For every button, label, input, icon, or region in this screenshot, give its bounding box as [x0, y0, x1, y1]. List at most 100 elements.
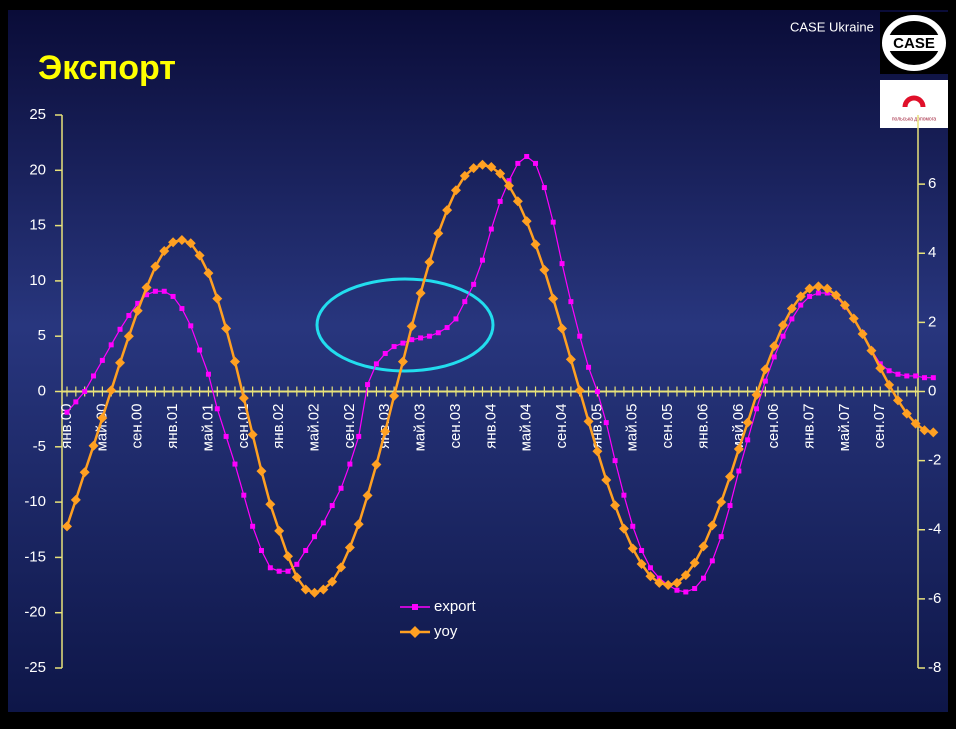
square-marker: [488, 226, 494, 232]
diamond-marker: [592, 446, 603, 457]
y-tick-label: 5: [38, 327, 46, 344]
square-marker: [506, 178, 512, 184]
diamond-marker: [548, 293, 559, 304]
legend: export yoy: [400, 598, 477, 640]
x-tick-label: сен.02: [341, 404, 358, 449]
diamond-marker: [115, 357, 126, 368]
square-marker: [718, 534, 724, 540]
x-tick-label: май.05: [624, 404, 641, 452]
diamond-marker: [884, 379, 895, 390]
diamond-marker: [442, 205, 453, 216]
diamond-marker: [733, 444, 744, 455]
square-marker: [117, 326, 123, 332]
case-logo: CASE: [880, 12, 948, 74]
diamond-marker: [433, 228, 444, 239]
square-marker: [904, 373, 910, 379]
diamond-marker: [168, 237, 179, 248]
diamond-marker: [141, 282, 152, 293]
square-marker: [639, 547, 645, 553]
square-marker: [621, 492, 627, 498]
diamond-marker: [247, 429, 258, 440]
diamond-marker: [742, 417, 753, 428]
square-marker: [320, 520, 326, 526]
diamond-marker: [574, 385, 585, 396]
x-tick-label: май.01: [199, 404, 216, 452]
y2-tick-label: -6: [928, 590, 941, 607]
diamond-marker: [468, 163, 479, 174]
diamond-marker: [495, 168, 506, 179]
diamond-marker: [786, 303, 797, 314]
diamond-marker: [892, 395, 903, 406]
x-tick-label: сен.04: [553, 404, 570, 449]
diamond-marker: [760, 364, 771, 375]
square-marker: [294, 561, 300, 567]
square-marker: [541, 185, 547, 191]
square-marker: [568, 299, 574, 305]
logo-text: CASE: [893, 35, 935, 52]
logo2-text: польська допомога: [892, 116, 937, 122]
y-tick-label: -10: [24, 493, 46, 510]
square-marker: [365, 382, 371, 388]
diamond-marker: [919, 425, 930, 436]
diamond-marker: [318, 584, 329, 595]
y-tick-label: -20: [24, 604, 46, 621]
square-marker: [82, 389, 88, 394]
square-marker: [612, 458, 618, 464]
diamond-marker: [504, 180, 514, 191]
diamond-marker: [371, 459, 382, 470]
diamond-marker: [725, 471, 735, 482]
square-marker: [303, 547, 309, 553]
square-marker: [135, 300, 141, 306]
diamond-marker: [663, 580, 674, 591]
diamond-marker: [610, 500, 621, 511]
x-tick-label: сен.06: [765, 404, 782, 449]
diamond-marker: [707, 520, 718, 531]
diamond-marker: [221, 323, 232, 334]
diamond-marker: [671, 577, 682, 588]
square-marker: [789, 316, 795, 322]
diamond-marker: [353, 519, 364, 530]
square-marker: [559, 261, 565, 267]
square-marker: [108, 342, 114, 348]
diamond-marker: [601, 474, 612, 485]
square-marker: [426, 333, 432, 339]
x-tick-label: янв.06: [694, 404, 711, 449]
x-tick-label: янв.04: [482, 404, 499, 449]
y-tick-label: 20: [29, 161, 46, 178]
diamond-marker: [769, 341, 780, 352]
source-label: CASE Ukraine: [790, 19, 874, 34]
square-marker: [356, 433, 362, 439]
square-marker: [736, 468, 742, 474]
square-marker: [144, 292, 150, 298]
diamond-marker: [512, 196, 523, 207]
square-marker: [815, 290, 821, 296]
square-marker: [91, 373, 97, 379]
square-marker: [603, 420, 609, 426]
chart-title: Экспорт: [38, 49, 176, 87]
diamond-marker: [70, 494, 81, 505]
series-yoy: [62, 159, 939, 598]
y-tick-label: 0: [38, 382, 46, 399]
diamond-marker: [256, 466, 267, 477]
diamond-marker: [283, 551, 293, 562]
legend-label: export: [434, 598, 477, 615]
diamond-marker: [716, 497, 727, 508]
square-marker: [267, 565, 273, 571]
y-tick-label: -25: [24, 659, 46, 676]
x-tick-label: май.07: [836, 404, 853, 452]
square-marker: [700, 575, 706, 581]
diamond-marker: [486, 161, 497, 172]
square-marker: [921, 375, 927, 381]
diamond-marker: [106, 385, 117, 396]
diamond-marker: [327, 576, 338, 587]
diamond-marker: [751, 389, 762, 400]
square-marker: [161, 288, 167, 294]
x-tick-label: сен.00: [129, 404, 146, 449]
square-marker: [577, 333, 583, 339]
diamond-marker: [557, 323, 568, 334]
diamond-marker: [848, 313, 859, 324]
x-tick-label: май.00: [93, 404, 110, 452]
diamond-marker: [928, 427, 939, 438]
x-tick-label: янв.02: [270, 404, 287, 449]
